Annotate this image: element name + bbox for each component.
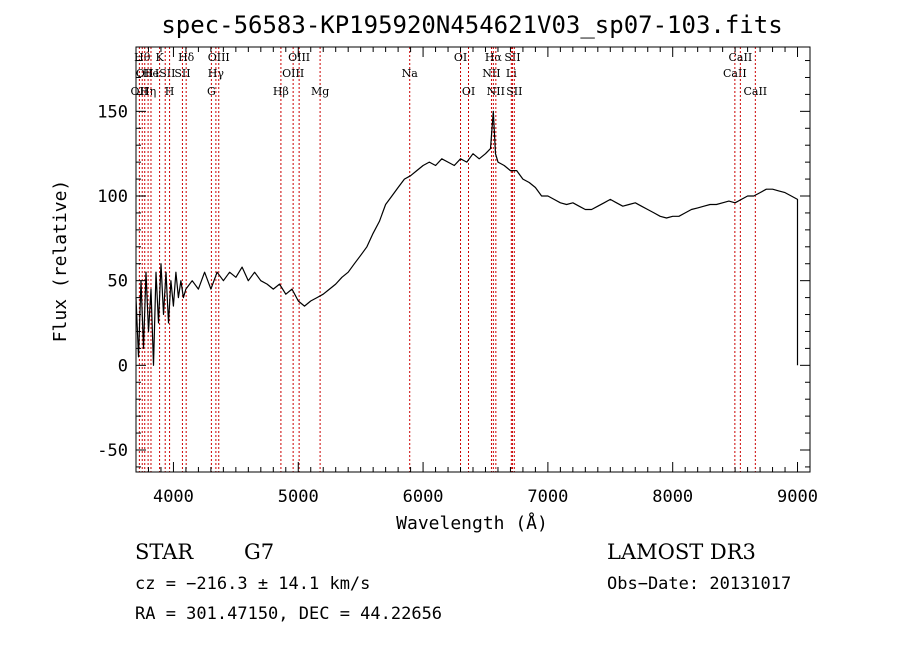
line-marker-label: SII (506, 85, 522, 98)
x-tick-label: 6000 (403, 487, 444, 507)
line-marker-label: Hδ (178, 51, 195, 64)
line-marker-label: SII (174, 67, 190, 80)
spectrum-series-layer (135, 110, 799, 366)
line-marker-label: SII (504, 51, 520, 64)
line-marker-label: CaII (743, 85, 767, 98)
y-tick-label: 0 (118, 356, 128, 376)
spectrum-line (135, 110, 799, 366)
line-marker-layer: OIIHθOIIHηHeKISIIHSIIHδGHγOIIIHβOIIIOIII… (131, 47, 767, 472)
line-marker-label: OIII (282, 67, 304, 80)
line-marker-label: H (165, 85, 175, 98)
line-marker-label: CaII (729, 51, 753, 64)
line-marker-label: NII (482, 67, 500, 80)
line-marker-label: OIII (208, 51, 230, 64)
y-tick-label: 50 (108, 272, 128, 292)
line-marker-label: Hα (485, 51, 503, 64)
x-tick-label: 8000 (652, 487, 693, 507)
x-tick-label: 5000 (278, 487, 319, 507)
line-marker-label: Mg (311, 85, 329, 98)
line-marker-label: Na (402, 67, 419, 80)
object-class: STAR (135, 540, 194, 564)
line-marker-label: CaII (723, 67, 747, 80)
line-marker-label: OIII (288, 51, 310, 64)
line-marker-label: OI (454, 51, 467, 64)
line-marker-label: OII (131, 85, 149, 98)
object-subclass: G7 (244, 540, 274, 564)
y-axis-label: Flux (relative) (50, 180, 71, 343)
line-marker-label: OII (136, 67, 154, 80)
y-tick-label: 150 (97, 102, 128, 122)
survey-name: LAMOST DR3 (607, 540, 756, 564)
axes-layer: 4000 5000 6000 7000 8000 9000 -50 0 50 100 150 (97, 46, 818, 507)
y-tick-label: 100 (97, 187, 128, 207)
x-tick-label: 7000 (527, 487, 568, 507)
line-marker-label: G (207, 85, 216, 98)
chart-title: spec-56583-KP195920N454621V03_sp07-103.f… (161, 11, 782, 39)
line-marker-label: He (143, 67, 159, 80)
line-marker-label: NII (487, 85, 505, 98)
y-tick-label: -50 (97, 441, 128, 461)
line-marker-label: ISII (155, 67, 176, 80)
plot-frame (135, 46, 811, 473)
redshift-text: cz = −216.3 ± 14.1 km/s (135, 574, 370, 594)
x-tick-label: 4000 (153, 487, 194, 507)
line-marker-label: Hγ (208, 67, 225, 80)
line-marker-label: Hβ (273, 85, 289, 98)
x-tick-label: 9000 (777, 487, 818, 507)
x-axis-label: Wavelength (Å) (396, 512, 548, 534)
obs-date-text: Obs−Date: 20131017 (607, 574, 791, 594)
line-marker-label: Hη (140, 85, 156, 98)
line-marker-label: OI (462, 85, 475, 98)
line-marker-label: Li (506, 67, 517, 80)
line-marker-label: K (155, 51, 164, 64)
coordinates-text: RA = 301.47150, DEC = 44.22656 (135, 604, 442, 624)
